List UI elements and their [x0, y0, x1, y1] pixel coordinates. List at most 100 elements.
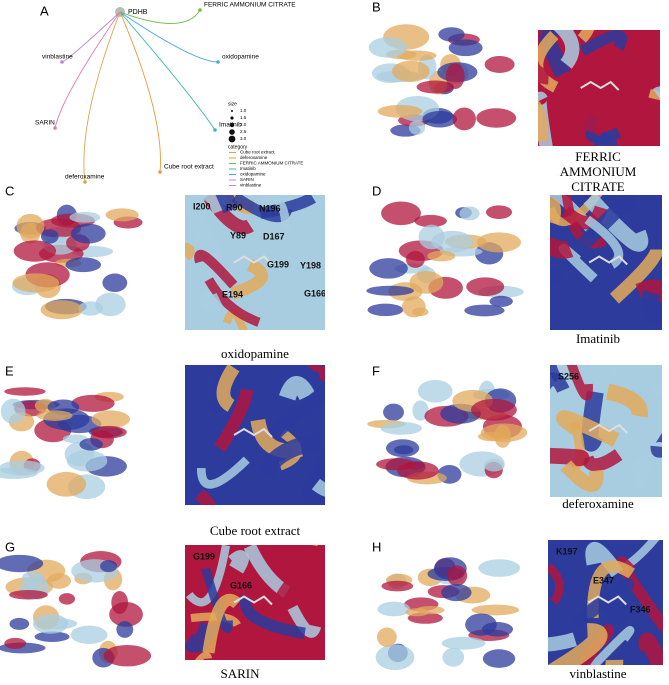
residue-label: Y198 — [300, 260, 321, 270]
protein-ribbon — [105, 208, 139, 222]
zoom-ribbon — [272, 554, 319, 606]
panel-letter: C — [5, 183, 14, 198]
zoom-ribbon — [538, 30, 559, 93]
protein-ribbon — [478, 559, 521, 577]
residue-label: G199 — [267, 259, 289, 269]
panel-caption: SARIN — [220, 666, 260, 681]
protein-ribbon — [70, 625, 108, 644]
legend-size-dot — [231, 110, 233, 112]
node-label: vinblastine — [42, 54, 73, 61]
zoom-detail: S256 — [550, 365, 662, 492]
protein-ribbon — [47, 573, 71, 589]
protein-ribbon — [66, 450, 108, 472]
zoom-ribbon — [603, 602, 636, 624]
zoom-ribbon — [648, 88, 660, 101]
panel-letter: D — [372, 183, 381, 198]
residue-label: G199 — [193, 551, 215, 561]
legend-size-dot — [229, 122, 235, 128]
protein-ribbon — [438, 27, 465, 42]
zoom-ribbon — [548, 632, 577, 652]
zoom-ribbon — [302, 450, 325, 505]
protein-ribbon — [377, 601, 411, 617]
protein-ribbon — [476, 108, 517, 128]
zoom-ribbon — [584, 215, 624, 269]
protein-ribbon — [8, 590, 48, 600]
protein-ribbon — [376, 627, 397, 647]
panel-letter: A — [40, 3, 49, 18]
panel-letter: B — [372, 0, 381, 14]
protein-ribbon — [16, 213, 45, 239]
zoom-ribbon — [630, 456, 652, 491]
network-node — [216, 60, 220, 64]
legend-size-dot — [228, 135, 236, 143]
legend-title: size — [228, 101, 237, 107]
panel-caption: FERRIC — [575, 149, 621, 164]
protein-ribbon — [0, 554, 44, 573]
protein-ribbon — [71, 394, 115, 412]
legend-size-label: 2.5 — [240, 129, 247, 134]
protein-ribbon — [21, 571, 44, 585]
zoom-ribbon — [312, 545, 318, 547]
node-label: SARIN — [35, 120, 55, 127]
panel-letter: H — [372, 539, 381, 554]
zoom-ribbon — [550, 236, 574, 259]
protein-ribbon — [445, 63, 465, 90]
zoom-ribbon — [204, 277, 261, 327]
protein-ribbon — [422, 111, 458, 128]
protein-ribbon — [393, 445, 414, 455]
protein-ribbon — [381, 201, 421, 226]
zoom-detail: G199 G166 — [185, 545, 325, 660]
network-edge — [119, 11, 161, 173]
protein-ribbon — [485, 205, 513, 220]
protein-ribbon — [69, 211, 101, 223]
protein-ribbon — [483, 459, 505, 472]
protein-ribbon — [448, 39, 483, 57]
zoom-ribbon — [552, 540, 594, 555]
protein-ribbon — [0, 398, 26, 424]
zoom-ribbon — [581, 390, 604, 452]
panel-caption: Imatinib — [576, 331, 620, 346]
residue-label: Y89 — [230, 230, 246, 240]
network-edge — [119, 11, 219, 63]
protein-ribbon — [476, 232, 522, 253]
zoom-ribbon — [550, 266, 562, 285]
protein-ribbon — [4, 637, 27, 649]
protein-ribbon — [116, 621, 134, 638]
protein-ribbon — [381, 580, 414, 592]
zoom-ribbon — [650, 381, 662, 401]
network-node — [213, 128, 217, 132]
zoom-detail — [538, 30, 660, 146]
network-edge — [83, 11, 121, 183]
protein-ribbon — [70, 223, 106, 244]
protein-ribbon — [405, 250, 425, 268]
protein-ribbon — [442, 647, 465, 667]
ligand — [588, 255, 628, 266]
residue-label: N196 — [259, 203, 281, 213]
zoom-ribbon — [570, 104, 608, 137]
zoom-ribbon — [199, 290, 224, 313]
protein-ribbon — [484, 56, 515, 73]
legend-size-label: 3.0 — [240, 136, 247, 141]
protein-ribbon — [79, 438, 103, 451]
zoom-ribbon — [185, 242, 195, 261]
zoom-ribbon — [550, 196, 561, 226]
ligand — [588, 423, 628, 434]
protein-ribbon — [58, 593, 76, 605]
protein-ribbon — [409, 271, 444, 294]
zoom-ribbon — [311, 478, 325, 497]
zoom-ribbon — [605, 659, 624, 665]
protein-ribbon — [368, 37, 408, 58]
protein-ribbon — [427, 250, 456, 262]
legend-category-label: FERRIC AMMONIUM CITRATE — [240, 161, 303, 166]
legend-title: category — [228, 144, 248, 150]
legend-size-dot — [229, 129, 235, 135]
protein-ribbon — [396, 461, 439, 480]
protein-ribbon — [471, 604, 520, 616]
protein-ribbon — [396, 50, 437, 61]
ligand — [580, 80, 620, 91]
zoom-ribbon — [258, 432, 323, 477]
protein-ribbon — [446, 565, 468, 586]
network-node — [198, 8, 202, 12]
zoom-detail: K197 E347 F346 — [548, 540, 663, 665]
